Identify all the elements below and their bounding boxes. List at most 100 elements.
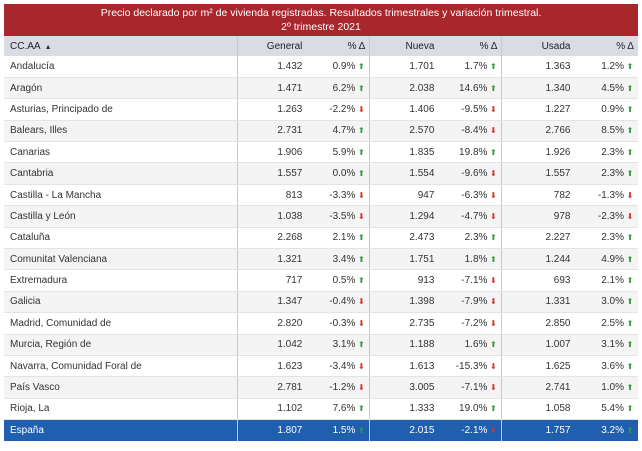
- usada-pct-value: 2.1%: [601, 275, 624, 287]
- general-pct-cell: 6.2% ⬆: [306, 77, 371, 100]
- nueva-pct-cell: 19.0% ⬆: [438, 398, 503, 421]
- nueva-pct-cell: -8.4% ⬇: [438, 120, 503, 143]
- usada-pct-value: 1.2%: [601, 60, 624, 72]
- nueva-pct-value: -7.1%: [461, 382, 488, 394]
- usada-pct-cell: 2.3% ⬆: [574, 227, 638, 250]
- general-pct-value: 4.7%: [332, 125, 356, 137]
- header-general-pct[interactable]: % Δ: [306, 36, 371, 56]
- nueva-pct-value: -7.9%: [461, 296, 488, 308]
- usada-pct-value: 4.9%: [601, 253, 624, 265]
- nueva-value: 1.701: [369, 56, 439, 78]
- region-name: Balears, Illes: [4, 120, 239, 143]
- region-name: Castilla - La Mancha: [4, 184, 239, 207]
- usada-pct-value: -1.3%: [597, 189, 624, 201]
- header-general[interactable]: General: [266, 40, 303, 52]
- arrow-up-icon: ⬆: [358, 254, 365, 264]
- arrow-up-icon: ⬆: [626, 318, 634, 328]
- arrow-up-icon: ⬆: [358, 83, 365, 93]
- usada-pct-cell: 3.6% ⬆: [574, 355, 638, 378]
- nueva-value: 913: [369, 269, 439, 292]
- general-value: 1.102: [237, 398, 307, 421]
- arrow-up-icon: ⬆: [358, 233, 365, 243]
- nueva-pct-value: -9.5%: [461, 103, 488, 115]
- arrow-up-icon: ⬆: [358, 126, 365, 136]
- nueva-pct-value: -6.3%: [461, 189, 488, 201]
- arrow-up-icon: ⬆: [358, 426, 365, 436]
- usada-pct-cell: 2.3% ⬆: [574, 141, 638, 164]
- arrow-up-icon: ⬆: [626, 169, 634, 179]
- region-name: Andalucía: [4, 56, 239, 78]
- header-usada[interactable]: Usada: [541, 40, 571, 52]
- general-value: 1.807: [277, 425, 303, 437]
- nueva-value: 1.294: [369, 205, 439, 228]
- arrow-up-icon: ⬆: [490, 233, 497, 243]
- nueva-pct-value: 1.6%: [464, 339, 488, 351]
- nueva-pct-cell: 1.7% ⬆: [438, 56, 503, 78]
- region-name: Asturias, Principado de: [4, 98, 239, 121]
- arrow-down-icon: ⬇: [490, 211, 497, 221]
- general-pct-cell: -2.2% ⬇: [306, 98, 371, 121]
- general-pct-value: 3.1%: [332, 339, 356, 351]
- arrow-up-icon: ⬆: [490, 340, 497, 350]
- nueva-pct-value: 19.0%: [459, 403, 488, 415]
- nueva-value: 3.005: [369, 376, 439, 399]
- arrow-down-icon: ⬇: [358, 383, 365, 393]
- usada-pct-value: 2.3%: [601, 168, 624, 180]
- usada-pct-value: 3.1%: [601, 339, 624, 351]
- usada-value: 1.363: [501, 56, 575, 78]
- usada-value: 693: [501, 269, 575, 292]
- usada-pct-cell: 5.4% ⬆: [574, 398, 638, 421]
- general-value: 1.042: [237, 334, 307, 356]
- arrow-down-icon: ⬇: [358, 211, 365, 221]
- general-pct-cell: -3.5% ⬇: [306, 205, 371, 228]
- table-row: Comunitat Valenciana 1.321 3.4% ⬆ 1.751 1.8% ⬆…: [4, 248, 638, 271]
- table-row: Murcia, Región de 1.042 3.1% ⬆ 1.188 1.6% ⬆ 1.0…: [4, 334, 638, 356]
- general-pct-value: 5.9%: [332, 146, 356, 158]
- price-table: CC.AA ▲ General % Δ Nueva % Δ Usada % Δ A…: [4, 36, 638, 442]
- arrow-up-icon: ⬆: [626, 361, 634, 371]
- arrow-down-icon: ⬇: [358, 297, 365, 307]
- general-pct-value: 0.9%: [332, 60, 356, 72]
- usada-value: 978: [501, 205, 575, 228]
- arrow-down-icon: ⬇: [626, 211, 634, 221]
- nueva-pct-value: -4.7%: [461, 210, 488, 222]
- nueva-pct-value: 2.3%: [464, 232, 488, 244]
- header-usada-pct[interactable]: % Δ: [616, 40, 634, 52]
- nueva-pct-value: -8.4%: [461, 125, 488, 137]
- general-value: 1.321: [237, 248, 307, 271]
- nueva-pct-cell: -7.1% ⬇: [438, 376, 503, 399]
- arrow-up-icon: ⬆: [358, 404, 365, 414]
- table-row: Extremadura 717 0.5% ⬆ 913 -7.1% ⬇ 693 2.1% ⬆: [4, 269, 638, 292]
- usada-pct-value: 0.9%: [601, 103, 624, 115]
- nueva-value: 1.554: [369, 162, 439, 185]
- header-nueva[interactable]: Nueva: [405, 40, 435, 52]
- header-region[interactable]: CC.AA ▲: [4, 36, 239, 56]
- usada-pct-cell: 1.2% ⬆: [574, 56, 638, 78]
- usada-pct-cell: -1.3% ⬇: [574, 184, 638, 207]
- usada-value: 1.625: [501, 355, 575, 378]
- general-value: 2.781: [237, 376, 307, 399]
- sort-ascending-icon[interactable]: ▲: [44, 43, 52, 51]
- usada-pct-cell: 3.2% ⬆: [574, 420, 638, 441]
- arrow-up-icon: ⬆: [358, 340, 365, 350]
- table-title: Precio declarado por m² de vivienda regi…: [4, 4, 638, 36]
- nueva-pct-cell: -7.1% ⬇: [438, 269, 503, 292]
- header-nueva-pct[interactable]: % Δ: [438, 36, 503, 56]
- arrow-up-icon: ⬆: [490, 83, 497, 93]
- usada-value: 1.557: [501, 162, 575, 185]
- header-region-label: CC.AA: [10, 40, 41, 52]
- arrow-up-icon: ⬆: [626, 126, 634, 136]
- usada-pct-value: 3.6%: [601, 360, 624, 372]
- nueva-value: 2.473: [369, 227, 439, 250]
- general-pct-value: -1.2%: [329, 382, 356, 394]
- nueva-value: 2.038: [369, 77, 439, 100]
- usada-pct-value: 1.0%: [601, 382, 624, 394]
- arrow-up-icon: ⬆: [490, 254, 497, 264]
- nueva-pct-cell: -4.7% ⬇: [438, 205, 503, 228]
- nueva-pct-cell: -9.5% ⬇: [438, 98, 503, 121]
- usada-pct-cell: 2.1% ⬆: [574, 269, 638, 292]
- general-pct-cell: 0.0% ⬆: [306, 162, 371, 185]
- region-name: País Vasco: [4, 376, 239, 399]
- nueva-pct-cell: 1.6% ⬆: [438, 334, 503, 356]
- usada-value: 2.766: [501, 120, 575, 143]
